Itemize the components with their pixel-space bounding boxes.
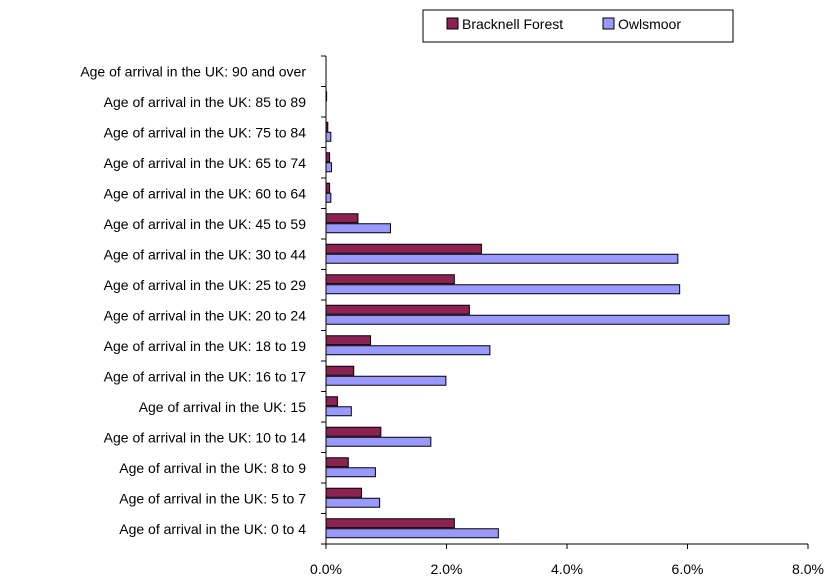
bar-bracknell-forest [325,274,455,285]
bar-owlsmoor [325,497,381,508]
bar-bracknell-forest [325,243,482,254]
bar-owlsmoor [325,192,332,203]
category-label: Age of arrival in the UK: 16 to 17 [104,368,307,384]
category-label: Age of arrival in the UK: 75 to 84 [104,124,307,140]
bars [325,91,730,539]
category-label: Age of arrival in the UK: 20 to 24 [104,307,307,323]
x-tick-label: 8.0% [792,561,824,577]
bar-owlsmoor [325,162,332,173]
bar-bracknell-forest [325,304,470,315]
category-label: Age of arrival in the UK: 65 to 74 [104,155,307,171]
bar-owlsmoor [325,345,491,356]
x-tick-label: 4.0% [551,561,583,577]
bar-owlsmoor [325,131,332,142]
x-tick-label: 6.0% [672,561,704,577]
bar-bracknell-forest [325,213,359,224]
bar-owlsmoor [325,467,376,478]
legend-swatch-bracknell-forest [446,17,459,30]
bar-bracknell-forest [325,426,382,437]
category-label: Age of arrival in the UK: 5 to 7 [119,490,306,506]
bar-owlsmoor [325,406,352,417]
bar-bracknell-forest [325,396,338,407]
bar-bracknell-forest [325,152,331,163]
bar-owlsmoor [325,375,447,386]
category-label: Age of arrival in the UK: 25 to 29 [104,277,307,293]
axes: 0.0% 2.0% 4.0% 6.0% 8.0% [310,55,824,577]
bar-bracknell-forest [325,182,331,193]
bar-bracknell-forest [325,487,363,498]
bar-owlsmoor [325,223,391,234]
bar-bracknell-forest [325,335,372,346]
category-labels: Age of arrival in the UK: 0 to 4 Age of a… [80,63,306,537]
bar-bracknell-forest [325,457,349,468]
bar-owlsmoor [325,314,730,325]
legend-label-bracknell-forest: Bracknell Forest [462,16,563,32]
x-tick-label: 2.0% [431,561,463,577]
legend-frame [422,9,734,43]
category-label: Age of arrival in the UK: 8 to 9 [119,460,306,476]
bar-owlsmoor [325,528,499,539]
bar-owlsmoor [325,284,681,295]
bar-owlsmoor [325,253,679,264]
legend: Bracknell Forest Owlsmoor [422,9,734,43]
category-label: Age of arrival in the UK: 45 to 59 [104,216,307,232]
bar-bracknell-forest [325,365,355,376]
legend-label-owlsmoor: Owlsmoor [618,16,681,32]
bar-owlsmoor [325,436,432,447]
legend-swatch-owlsmoor [602,17,615,30]
category-label: Age of arrival in the UK: 18 to 19 [104,338,307,354]
category-label: Age of arrival in the UK: 15 [139,399,307,415]
category-label: Age of arrival in the UK: 90 and over [80,63,306,79]
bar-bracknell-forest [325,518,455,529]
category-label: Age of arrival in the UK: 0 to 4 [119,521,306,537]
category-label: Age of arrival in the UK: 10 to 14 [104,429,307,445]
category-label: Age of arrival in the UK: 85 to 89 [104,94,307,110]
category-label: Age of arrival in the UK: 30 to 44 [104,246,307,262]
x-tick-label: 0.0% [310,561,342,577]
category-label: Age of arrival in the UK: 60 to 64 [104,185,307,201]
